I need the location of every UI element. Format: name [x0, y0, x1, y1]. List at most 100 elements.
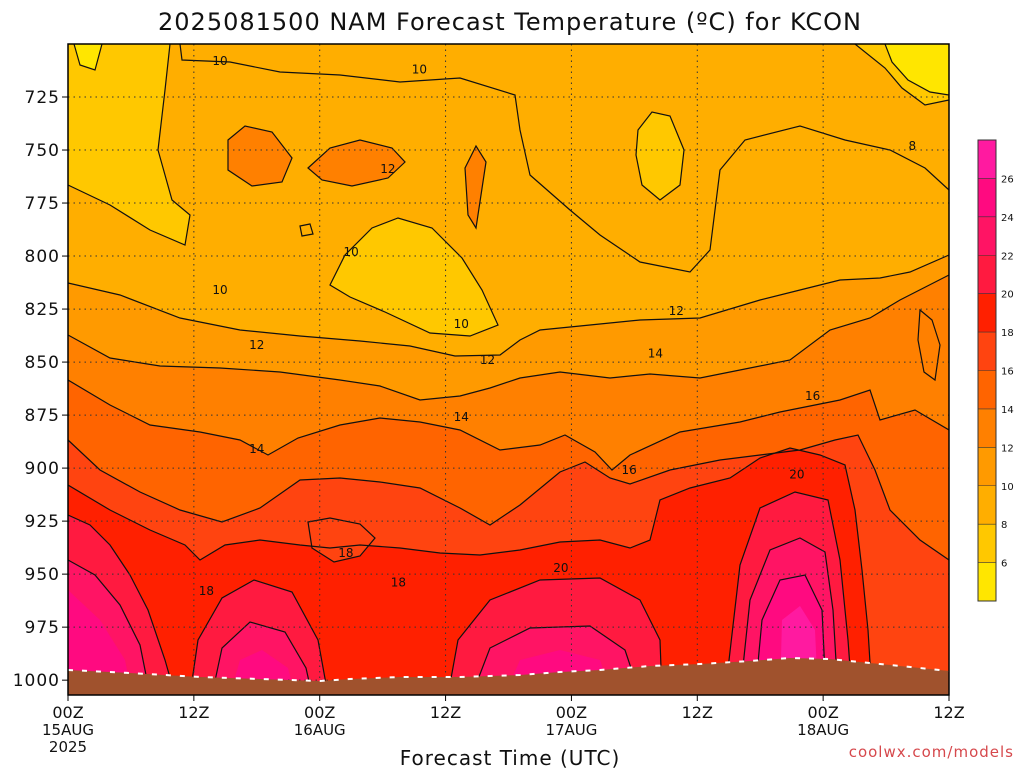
contour-line [68, 434, 949, 561]
contour-value-label: 8 [908, 139, 916, 153]
contour-line [299, 223, 314, 237]
contour-value-label: 10 [212, 54, 227, 68]
contour-line [854, 44, 949, 106]
y-tick-label: 750 [25, 141, 60, 161]
band-fill [68, 44, 190, 245]
contour-line [73, 44, 103, 71]
x-tick-label: 00Z [556, 703, 587, 722]
y-tick-label: 725 [25, 88, 60, 108]
colorbar-bin [978, 293, 996, 333]
contour-line [754, 574, 827, 695]
x-tick-label: 12Z [178, 703, 209, 722]
terrain-fill [68, 658, 949, 695]
band-fill [636, 112, 684, 200]
contour-line [464, 144, 487, 230]
contour-line [68, 447, 873, 695]
contour-line [307, 139, 406, 187]
contour-value-label: 10 [212, 283, 227, 297]
colorbar-tick-label: 12 [1001, 443, 1014, 454]
band-fill [228, 126, 292, 186]
contour-value-label: 16 [621, 463, 636, 477]
contour-value-label: 20 [789, 467, 804, 481]
colorbar-bin [978, 140, 996, 179]
contour-line [884, 44, 949, 96]
colorbar-tick-label: 14 [1001, 405, 1014, 416]
credit-text: coolwx.com/models [849, 743, 1014, 761]
band-fill [465, 146, 486, 228]
y-tick-label: 875 [25, 406, 60, 426]
contour-line [307, 517, 376, 563]
colorbar-bin [978, 408, 996, 448]
contour-line [917, 308, 941, 382]
colorbar-bin [978, 485, 996, 525]
x-date-label: 15AUG [42, 721, 94, 739]
chart-title: 2025081500 NAM Forecast Temperature (ºC)… [158, 8, 862, 36]
contour-line [724, 491, 853, 695]
x-axis-label: Forecast Time (UTC) [400, 746, 621, 768]
colorbar-tick-label: 20 [1001, 290, 1014, 301]
contour-value-label: 16 [805, 389, 820, 403]
contour-line [68, 559, 151, 695]
y-tick-label: 800 [25, 247, 60, 267]
contour-line [68, 274, 949, 401]
x-tick-label: 12Z [682, 703, 713, 722]
contour-line [329, 217, 499, 337]
band-fill [74, 44, 102, 70]
x-date-label: 18AUG [797, 721, 849, 739]
colorbar-tick-label: 8 [1001, 520, 1007, 531]
colorbar-tick-label: 10 [1001, 482, 1014, 493]
contour-line [68, 379, 949, 471]
x-tick-label: 00Z [52, 703, 83, 722]
contour-value-label: 10 [454, 317, 469, 331]
terrain-edge [68, 656, 949, 683]
contour-value-label: 14 [249, 442, 264, 456]
contour-line [227, 125, 293, 187]
colorbar-bin [978, 562, 996, 601]
contour-line [68, 44, 191, 246]
contour-value-label: 20 [553, 561, 568, 575]
colorbar-bin [978, 178, 996, 217]
colorbar-tick-label: 18 [1001, 328, 1014, 339]
contour-value-label: 10 [344, 245, 359, 259]
contour-line [68, 254, 949, 357]
y-tick-label: 925 [25, 512, 60, 532]
contour-line [179, 44, 949, 273]
x-tick-label: 00Z [304, 703, 335, 722]
band-fill [885, 44, 949, 95]
colorbar-tick-label: 16 [1001, 367, 1014, 378]
y-axis: 725 750 775 800 825 850 875 900 925 950 975 1000 [13, 88, 68, 691]
colorbar-bin [978, 332, 996, 371]
plot-frame [67, 43, 950, 696]
colorbar-bin [978, 255, 996, 294]
y-tick-label: 900 [25, 459, 60, 479]
colorbar-tick-label: 6 [1001, 559, 1007, 570]
contour-line [189, 579, 329, 695]
colorbar-tick-label: 24 [1001, 213, 1014, 224]
contour-value-label: 12 [480, 353, 495, 367]
x-year-label: 2025 [49, 738, 87, 756]
colorbar-tick-label: 26 [1001, 174, 1014, 185]
colorbar-bin [978, 216, 996, 256]
contour-line [739, 537, 839, 695]
y-tick-label: 775 [25, 194, 60, 214]
contour-value-label: 14 [648, 347, 663, 361]
colorbar: 6 8 10 12 14 16 18 20 22 24 26 [977, 139, 1014, 602]
contour-value-label: 14 [454, 410, 469, 424]
contour-line [68, 514, 176, 695]
x-date-label: 17AUG [545, 721, 597, 739]
y-tick-label: 975 [25, 618, 60, 638]
contour-labels: 10 10 10 10 10 12 12 12 12 8 14 14 14 16 16 18 18 18 20 20 [199, 54, 916, 598]
colorbar-bin [978, 370, 996, 409]
y-tick-label: 950 [25, 565, 60, 585]
x-date-label: 16AUG [294, 721, 346, 739]
contour-line [471, 625, 641, 695]
contour-value-label: 18 [391, 576, 406, 590]
contour-value-label: 18 [199, 584, 214, 598]
plot-area: 10 10 10 10 10 12 12 12 12 8 14 14 14 16 16 18 18 18 20 20 [68, 44, 949, 695]
band-fill [330, 218, 498, 336]
x-tick-label: 00Z [807, 703, 838, 722]
contour-value-label: 10 [412, 62, 427, 76]
contour-lines [68, 44, 949, 695]
